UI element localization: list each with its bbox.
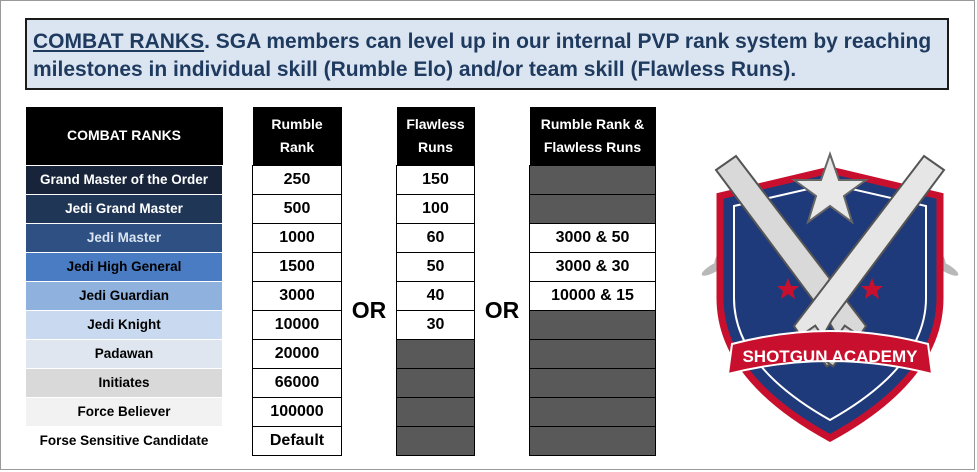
flawless-value: [396, 367, 475, 398]
flawless-value: [396, 396, 475, 427]
flawless-value: 40: [396, 280, 475, 311]
rumble-value: 20000: [252, 338, 342, 369]
spacer: [222, 281, 253, 310]
rank-name: Jedi Master: [25, 222, 223, 253]
header-rumble-rank: Rumble Rank: [252, 107, 342, 165]
rumble-value: 3000: [252, 280, 342, 311]
combo-value: [529, 164, 656, 195]
combo-value: 3000 & 50: [529, 222, 656, 253]
rumble-value: 66000: [252, 367, 342, 398]
spacer: [222, 339, 253, 368]
spacer: [222, 310, 253, 339]
header-flawless-runs: Flawless Runs: [396, 107, 475, 165]
rumble-value: 1000: [252, 222, 342, 253]
rank-name: Jedi High General: [25, 251, 223, 282]
combo-value: [529, 309, 656, 340]
table-row: Grand Master of the Order 250 OR 150 OR: [25, 164, 656, 455]
flawless-value: [396, 338, 475, 369]
shotgun-academy-logo: SHOTGUN ACADEMY: [701, 150, 959, 442]
rank-name: Jedi Knight: [25, 309, 223, 340]
table-row: Jedi Knight 10000 30: [25, 309, 656, 340]
header-combo: Rumble Rank & Flawless Runs: [529, 107, 656, 165]
table-row: Jedi High General 1500 50 3000 & 30: [25, 251, 656, 282]
combo-value: [529, 338, 656, 369]
rumble-value: 10000: [252, 309, 342, 340]
logo-banner: [726, 330, 934, 376]
rumble-value: 1500: [252, 251, 342, 282]
combo-value: 10000 & 15: [529, 280, 656, 311]
table-row: Jedi Master 1000 60 3000 & 50: [25, 222, 656, 253]
combo-value: [529, 396, 656, 427]
flawless-value: 100: [396, 193, 475, 224]
table-row: Initiates 66000: [25, 367, 656, 398]
intro-keyword: COMBAT RANKS: [33, 30, 205, 53]
spacer: [222, 426, 253, 455]
spacer: [222, 252, 253, 281]
spacer: [222, 165, 253, 194]
header-row: COMBAT RANKS Rumble Rank Flawless Runs Rum…: [25, 107, 656, 165]
combo-value: [529, 425, 656, 456]
rumble-value: 100000: [252, 396, 342, 427]
rank-name: Initiates: [25, 367, 223, 398]
table-row: Jedi Grand Master 500 100: [25, 193, 656, 224]
or-label: OR: [341, 165, 397, 455]
flawless-value: 30: [396, 309, 475, 340]
rumble-value: 250: [252, 164, 342, 195]
combo-value: [529, 193, 656, 224]
combo-value: 3000 & 30: [529, 251, 656, 282]
table-row: Forse Sensitive Candidate Default: [25, 425, 656, 456]
combat-ranks-table: COMBAT RANKS Rumble Rank Flawless Runs Rum…: [25, 107, 656, 456]
intro-text: . SGA members can level up in our intern…: [33, 30, 932, 81]
table-row: Padawan 20000: [25, 338, 656, 369]
spacer: [222, 223, 253, 252]
header-combat-ranks: COMBAT RANKS: [25, 107, 223, 165]
rank-name: Jedi Guardian: [25, 280, 223, 311]
rank-name: Grand Master of the Order: [25, 164, 223, 195]
rumble-value: Default: [252, 425, 342, 456]
flawless-value: [396, 425, 475, 456]
logo-text: SHOTGUN ACADEMY: [742, 347, 918, 366]
table-row: Jedi Guardian 3000 40 10000 & 15: [25, 280, 656, 311]
rank-name: Padawan: [25, 338, 223, 369]
rank-name: Jedi Grand Master: [25, 193, 223, 224]
combo-value: [529, 367, 656, 398]
flawless-value: 150: [396, 164, 475, 195]
star-icon: [777, 278, 883, 299]
spacer: [222, 368, 253, 397]
or-label: OR: [474, 165, 530, 455]
intro-banner: COMBAT RANKS. SGA members can level up i…: [25, 18, 949, 90]
spacer: [222, 194, 253, 223]
flawless-value: 60: [396, 222, 475, 253]
rank-name: Forse Sensitive Candidate: [25, 425, 223, 456]
flawless-value: 50: [396, 251, 475, 282]
rank-name: Force Believer: [25, 396, 223, 427]
rumble-value: 500: [252, 193, 342, 224]
spacer: [222, 397, 253, 426]
top-star-icon: [790, 150, 870, 225]
table-row: Force Believer 100000: [25, 396, 656, 427]
